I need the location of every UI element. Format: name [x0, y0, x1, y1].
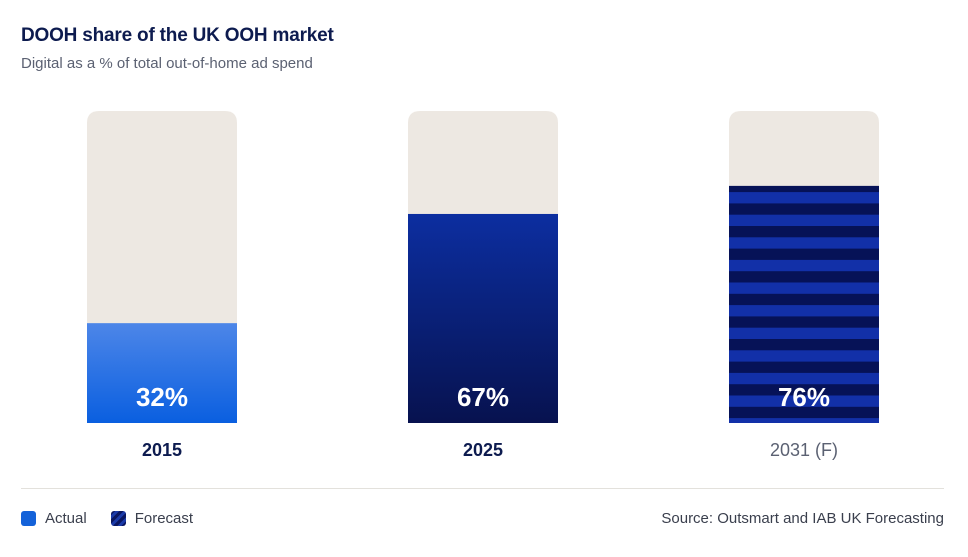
category-label: 2025	[463, 440, 503, 460]
bar-value-label: 67%	[457, 382, 509, 412]
category-label: 2015	[142, 440, 182, 460]
bar-value-label: 32%	[136, 382, 188, 412]
bar-value-label: 76%	[778, 382, 830, 412]
bar-chart: 32% 2015 67% 2025 76% 2031 (F)	[87, 111, 879, 460]
legend-swatch-forecast	[110, 511, 126, 526]
source-note: Source: Outsmart and IAB UK Forecasting	[661, 510, 944, 527]
legend-label-forecast: Forecast	[134, 510, 194, 527]
legend: Actual Forecast	[21, 510, 217, 527]
footer-divider	[21, 488, 944, 489]
legend-item-actual: Actual	[21, 510, 87, 527]
bar	[408, 213, 558, 423]
bar	[87, 323, 237, 423]
legend-swatch-actual	[21, 511, 36, 526]
chart-title: DOOH share of the UK OOH market	[21, 25, 334, 46]
legend-item-forecast: Forecast	[110, 510, 194, 527]
legend-label-actual: Actual	[45, 510, 87, 527]
chart-subtitle: Digital as a % of total out-of-home ad s…	[21, 55, 313, 72]
category-label: 2031 (F)	[770, 440, 838, 460]
bar	[729, 185, 879, 423]
